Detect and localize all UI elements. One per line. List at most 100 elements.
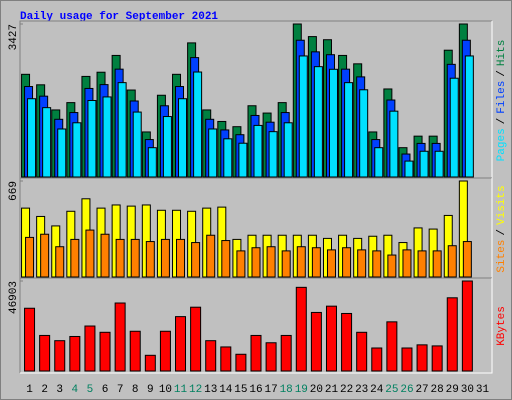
bar <box>402 249 412 278</box>
x-tick-label: 8 <box>132 384 139 396</box>
bar <box>220 346 232 372</box>
bar <box>419 150 429 178</box>
bar <box>206 234 216 278</box>
legend-entry: Visits <box>496 185 508 225</box>
bar <box>464 55 474 178</box>
bar <box>431 345 443 372</box>
legend: Sites / Visits <box>496 185 508 272</box>
x-tick-label: 26 <box>400 384 413 396</box>
bar <box>84 325 96 372</box>
x-tick-label: 29 <box>446 384 459 396</box>
bar <box>404 160 414 178</box>
bar <box>462 241 472 278</box>
bar <box>208 128 218 178</box>
bar <box>325 305 337 372</box>
x-tick-label: 9 <box>147 384 154 396</box>
y-tick-label: 46903 <box>8 281 20 314</box>
bar <box>100 233 110 278</box>
legend-separator: / <box>496 118 508 125</box>
bar <box>190 306 202 372</box>
x-tick-label: 24 <box>370 384 384 396</box>
bar <box>238 142 248 178</box>
bar <box>175 316 187 372</box>
bar <box>386 321 398 372</box>
bar <box>357 249 367 278</box>
bar <box>147 147 157 178</box>
x-tick-label: 12 <box>189 384 202 396</box>
bar <box>235 353 247 372</box>
x-tick-label: 21 <box>325 384 339 396</box>
bar <box>326 249 336 278</box>
bar <box>328 68 338 178</box>
bar <box>72 122 82 178</box>
x-tick-label: 3 <box>56 384 63 396</box>
bar <box>416 344 428 372</box>
bar <box>39 334 51 372</box>
legend: Pages / Files / Hits <box>496 40 508 162</box>
bar <box>144 354 156 372</box>
x-tick-label: 27 <box>415 384 428 396</box>
x-tick-label: 4 <box>72 384 79 396</box>
x-tick-label: 30 <box>461 384 474 396</box>
bar <box>283 122 293 178</box>
bar <box>268 131 278 178</box>
x-tick-label: 14 <box>219 384 233 396</box>
legend-separator: / <box>496 70 508 77</box>
x-tick-label: 20 <box>310 384 323 396</box>
x-tick-label: 28 <box>431 384 444 396</box>
x-tick-label: 11 <box>174 384 188 396</box>
bar <box>162 116 172 178</box>
bar <box>461 280 473 372</box>
bar <box>359 89 369 178</box>
panel-border <box>19 177 492 279</box>
bar <box>191 242 201 278</box>
bar <box>70 238 80 278</box>
x-tick-label: 16 <box>249 384 262 396</box>
bar <box>69 335 81 372</box>
bar <box>401 347 413 372</box>
bar <box>145 241 155 278</box>
bar <box>115 238 125 278</box>
bar <box>205 340 217 372</box>
bar <box>371 347 383 372</box>
bar <box>132 111 142 178</box>
legend-entry: Pages <box>496 128 508 161</box>
bar <box>344 82 354 178</box>
x-tick-label: 6 <box>102 384 109 396</box>
bar <box>265 342 277 372</box>
x-tick-label: 22 <box>340 384 353 396</box>
y-tick-label: 669 <box>8 181 20 201</box>
x-tick-label: 7 <box>117 384 124 396</box>
x-tick-label: 17 <box>264 384 277 396</box>
bar <box>223 138 233 178</box>
bar <box>193 71 203 178</box>
legend-entry: Sites <box>496 240 508 273</box>
bar <box>27 98 37 178</box>
bar <box>311 247 321 278</box>
y-tick-label: 3427 <box>8 24 20 50</box>
bar <box>295 286 307 372</box>
bar <box>310 311 322 372</box>
bar <box>85 229 95 278</box>
bar <box>87 100 97 178</box>
bar <box>280 334 292 372</box>
bar <box>114 302 126 372</box>
bar <box>159 330 171 372</box>
legend-entry: Files <box>496 81 508 114</box>
bar <box>374 147 384 178</box>
bar <box>42 107 52 178</box>
bar <box>447 245 457 278</box>
bar <box>55 246 65 278</box>
x-tick-label: 19 <box>295 384 308 396</box>
x-tick-label: 5 <box>87 384 94 396</box>
bar <box>342 247 352 278</box>
panel-border <box>19 277 492 373</box>
bar <box>266 246 276 278</box>
bar <box>313 66 323 178</box>
bar <box>25 236 35 278</box>
bar <box>372 250 382 278</box>
bar <box>129 330 141 372</box>
bar <box>40 233 50 278</box>
bar <box>178 98 188 178</box>
